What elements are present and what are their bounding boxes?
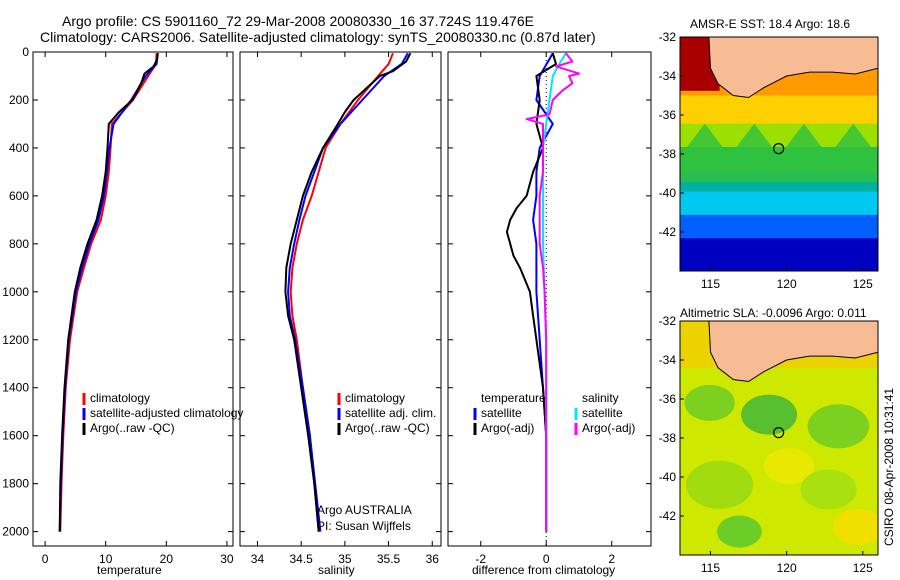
map-x-tick-label: 125 (853, 561, 873, 575)
map-y-tick-label: -34 (659, 353, 677, 367)
panel-frame-0 (32, 51, 234, 547)
legend-diff-sal-argo: Argo(-adj) (582, 421, 636, 435)
legend-diff-sal-satellite: satellite (582, 406, 623, 420)
legend-sal-argo: Argo(..raw -QC) (345, 421, 430, 435)
series-line-argo---raw--qc- (58, 53, 159, 532)
sst-band (680, 95, 878, 125)
legend-sal-climatology: climatology (345, 391, 406, 405)
argo-position-marker (773, 427, 785, 439)
sst-band (680, 238, 878, 271)
map-y-tick-label: -38 (659, 147, 677, 161)
x-tick-label: 20 (160, 552, 174, 566)
sla-anomaly-patch (763, 448, 815, 485)
series-line-argo--adj- (525, 52, 580, 532)
sla-anomaly-patch (717, 515, 762, 548)
sla-anomaly-patch (684, 384, 735, 421)
sla-field (680, 321, 878, 555)
figure-title-line-1: Argo profile: CS 5901160_72 29-Mar-2008 … (62, 13, 534, 29)
map-y-tick-label: -40 (659, 186, 677, 200)
salinity-axis-label: salinity (318, 563, 355, 577)
land-australia (680, 321, 878, 383)
legend-diff-salinity-header: salinity (582, 391, 619, 405)
panel-frame-1 (239, 51, 442, 547)
y-tick-label: 200 (9, 93, 29, 107)
float-info-line-2: PI: Susan Wijffels (317, 519, 411, 533)
credit-text: CSIRO 08-Apr-2008 10:31:41 (882, 387, 896, 546)
y-tick-label: 1600 (2, 429, 29, 443)
difference-axis-label: difference from climatology (472, 563, 616, 577)
x-tick-label: 2 (608, 552, 615, 566)
sla-anomaly-patch (741, 394, 798, 435)
map-y-tick-label: -36 (659, 392, 677, 406)
map-y-tick-label: -42 (659, 225, 677, 239)
map-x-tick-label: 120 (777, 277, 797, 291)
map-sla-title: Altimetric SLA: -0.0096 Argo: 0.011 (680, 306, 867, 320)
sst-band (680, 214, 878, 240)
y-tick-label: 800 (9, 237, 29, 251)
map-x-tick-label: 115 (701, 277, 720, 291)
y-tick-label: 400 (9, 141, 29, 155)
sla-anomaly-patch (686, 460, 754, 509)
y-tick-label: 0 (22, 45, 29, 59)
map-y-tick-label: -36 (659, 108, 677, 122)
legend-temp-argo: Argo(..raw -QC) (90, 421, 175, 435)
x-tick-label: 36 (426, 552, 440, 566)
y-tick-label: 600 (9, 189, 29, 203)
x-tick-label: 0 (42, 552, 49, 566)
map-y-tick-label: -42 (659, 509, 677, 523)
sst-field (680, 37, 878, 271)
legend-sal-satellite: satellite adj. clim. (345, 406, 437, 420)
map-sst-title: AMSR-E SST: 18.4 Argo: 18.6 (690, 17, 851, 31)
legend-temp-satellite: satellite-adjusted climatology (90, 406, 244, 420)
figure-title-line-2: Climatology: CARS2006. Satellite-adjuste… (40, 29, 596, 45)
y-tick-label: 1000 (2, 285, 29, 299)
map-y-tick-label: -34 (659, 69, 677, 83)
x-tick-label: 30 (220, 552, 234, 566)
y-tick-label: 1800 (2, 477, 29, 491)
map-y-tick-label: -38 (659, 431, 677, 445)
map-y-tick-label: -40 (659, 470, 677, 484)
map-x-tick-label: 120 (777, 561, 797, 575)
map-x-tick-label: 115 (701, 561, 720, 575)
series-line-argo---raw--qc- (284, 52, 412, 532)
temperature-axis-label: temperature (97, 563, 162, 577)
x-tick-label: 35.5 (377, 552, 401, 566)
x-tick-label: 10 (99, 552, 113, 566)
legend-diff-temperature-header: temperature (481, 391, 546, 405)
legend-diff-temp-argo: Argo(-adj) (481, 421, 535, 435)
y-tick-label: 2000 (2, 525, 29, 539)
map-x-tick-label: 125 (853, 277, 873, 291)
legend-diff-temp-satellite: satellite (481, 406, 522, 420)
sst-map: 115 120 125 -32 -34 -36 -38 -40 -42 (659, 30, 879, 291)
sla-map: 115 120 125 -32 -34 -36 -38 -40 -42 (659, 314, 879, 575)
panel-frame-2 (447, 51, 652, 547)
x-tick-label: 35 (338, 552, 352, 566)
y-tick-label: 1200 (2, 333, 29, 347)
land-australia (680, 37, 878, 99)
float-info-line-1: Argo AUSTRALIA (317, 503, 412, 517)
x-tick-label: 34 (251, 552, 265, 566)
series-line-satellite-adj--clim- (287, 52, 409, 532)
x-tick-label: 0 (543, 552, 550, 566)
sst-band (680, 191, 878, 216)
sst-front (680, 123, 878, 183)
map-y-tick-label: -32 (659, 30, 677, 44)
legend-temp-climatology: climatology (90, 391, 151, 405)
sla-anomaly-patch (833, 508, 878, 545)
y-tick-label: 1400 (2, 381, 29, 395)
sla-anomaly-patch (800, 469, 857, 510)
series-line-argo--adj- (505, 52, 557, 532)
argo-position-marker (773, 143, 785, 155)
x-tick-label: -2 (475, 552, 486, 566)
sla-anomaly-patch (807, 404, 870, 449)
map-y-tick-label: -32 (659, 314, 677, 328)
x-tick-label: 34.5 (289, 552, 313, 566)
